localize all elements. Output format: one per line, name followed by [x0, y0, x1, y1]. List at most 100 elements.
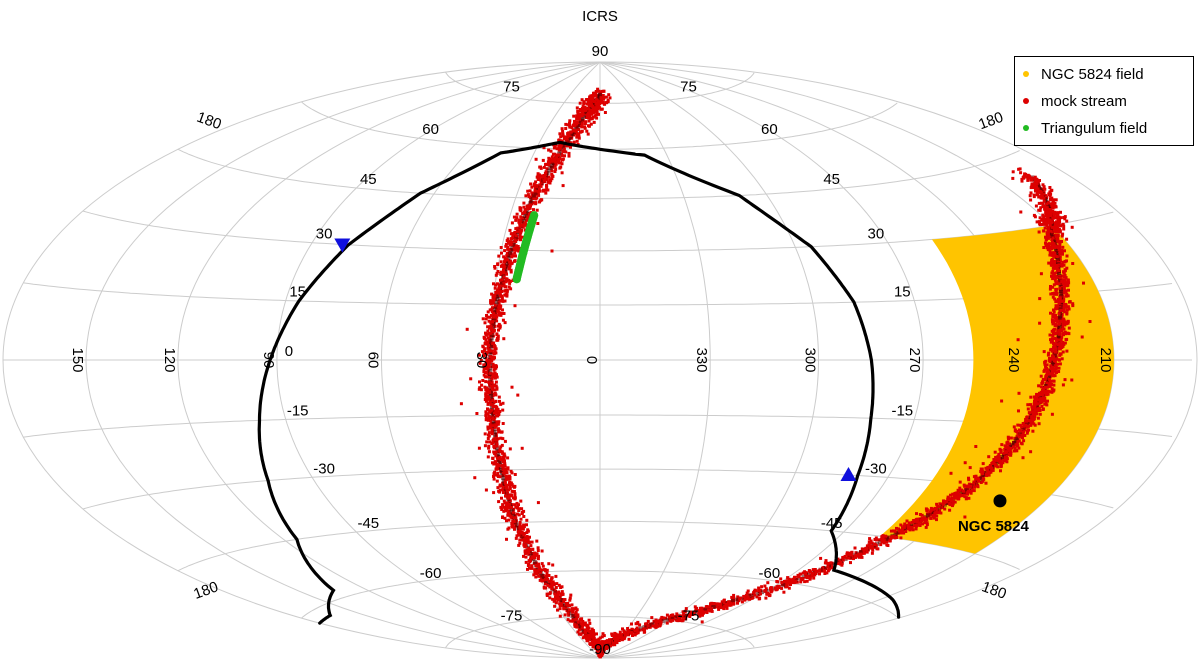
mock-stream-point: [499, 260, 503, 264]
mock-stream-point: [484, 418, 488, 422]
mock-stream-point: [536, 546, 540, 550]
mock-stream-point: [836, 557, 840, 561]
mock-stream-point: [506, 505, 510, 509]
mock-stream-point: [581, 623, 585, 627]
triangle-down-marker: [334, 238, 351, 253]
mock-stream-point: [539, 570, 542, 574]
mock-stream-point: [517, 513, 521, 517]
mock-stream-point: [577, 632, 581, 636]
mock-stream-point: [533, 568, 537, 572]
mock-stream-point: [494, 454, 498, 458]
mock-stream-point: [626, 628, 630, 632]
mock-stream-point: [500, 251, 503, 255]
mock-stream-point: [967, 476, 970, 480]
mock-stream-point: [953, 500, 957, 504]
mock-stream-point: [495, 332, 499, 336]
mock-stream-outlier: [574, 129, 578, 133]
longitude-label: 120: [161, 347, 178, 372]
mock-stream-point: [985, 468, 989, 472]
longitude-label: 330: [693, 347, 710, 372]
mock-stream-point: [493, 265, 497, 268]
mock-stream-core: [1039, 394, 1044, 399]
mock-stream-point: [719, 606, 723, 610]
mock-stream-point: [859, 555, 863, 559]
mock-stream-point: [1034, 186, 1037, 190]
mock-stream-core: [546, 581, 551, 586]
mock-stream-point: [496, 486, 500, 490]
mock-stream-point: [1023, 174, 1026, 178]
mock-stream-point: [912, 520, 916, 524]
mock-stream-point: [1049, 348, 1053, 352]
mock-stream-outlier: [1080, 335, 1084, 339]
mock-stream-point: [497, 304, 501, 308]
mock-stream-point: [545, 568, 549, 572]
mock-stream-point: [684, 617, 688, 621]
mock-stream-point: [550, 177, 554, 181]
mock-stream-point: [1054, 331, 1058, 335]
latitude-label: -75: [678, 608, 700, 625]
mock-stream-point: [1047, 351, 1051, 355]
mock-stream-point: [509, 287, 513, 291]
latitude-label: -90: [589, 641, 611, 658]
mock-stream-point: [1053, 316, 1057, 320]
latitude-label: 90: [592, 43, 609, 60]
mock-stream-point: [912, 524, 916, 528]
mock-stream-point: [492, 373, 496, 377]
mock-stream-outlier: [1016, 338, 1020, 342]
mock-stream-point: [1062, 281, 1066, 285]
mock-stream-point: [600, 635, 604, 639]
mock-stream-core: [490, 413, 495, 418]
mock-stream-point: [482, 370, 486, 373]
mock-stream-point: [550, 587, 554, 591]
mock-stream-point: [518, 507, 522, 511]
mock-stream-core: [505, 261, 509, 266]
mock-stream-point: [1043, 187, 1047, 191]
mock-stream-point: [1005, 441, 1009, 445]
grid-meridian: [380, 61, 601, 659]
mock-stream-point: [1052, 310, 1056, 314]
mock-stream-point: [532, 196, 536, 200]
mock-stream-point: [1062, 263, 1066, 267]
mock-stream-point: [935, 514, 939, 518]
mock-stream-point: [916, 517, 920, 521]
mock-stream-point: [1008, 442, 1011, 446]
mock-stream-point: [646, 619, 650, 623]
mock-stream-point: [499, 246, 503, 249]
mock-stream-point: [494, 467, 498, 471]
mock-stream-outlier: [1032, 213, 1036, 217]
mock-stream-point: [497, 328, 500, 332]
mock-stream-point: [506, 466, 510, 470]
mock-stream-point: [486, 437, 490, 440]
latitude-label: -15: [891, 403, 913, 420]
mock-stream-point: [509, 270, 513, 274]
mock-stream-outlier: [1038, 208, 1042, 212]
longitude-label: 270: [906, 347, 923, 372]
mock-stream-point: [578, 108, 582, 111]
mock-stream-outlier: [558, 146, 562, 150]
mock-stream-point: [1045, 223, 1049, 227]
mock-stream-point: [1050, 263, 1054, 267]
mock-stream-point: [677, 615, 681, 619]
mock-stream-point: [580, 626, 584, 630]
mock-stream-point: [1060, 234, 1064, 238]
mock-stream-point: [505, 294, 509, 298]
mock-stream-point: [797, 575, 801, 579]
mock-stream-point: [568, 119, 572, 123]
mock-stream-point: [957, 489, 960, 493]
mock-stream-point: [498, 326, 502, 330]
mock-stream-point: [588, 114, 592, 117]
mock-stream-point: [488, 409, 492, 413]
mock-stream-point: [490, 307, 494, 311]
mock-stream-point: [1043, 362, 1047, 366]
mock-stream-point: [1009, 436, 1013, 440]
mock-stream-point: [506, 527, 510, 531]
mock-stream-points: [459, 87, 1092, 659]
mock-stream-point: [1035, 403, 1039, 407]
mock-stream-point: [496, 334, 500, 338]
mock-stream-point: [508, 485, 512, 489]
mock-stream-point: [504, 285, 508, 289]
mock-stream-point: [512, 215, 516, 219]
mock-stream-core: [902, 527, 907, 532]
mock-stream-point: [482, 352, 486, 356]
mock-stream-outlier: [519, 499, 523, 503]
